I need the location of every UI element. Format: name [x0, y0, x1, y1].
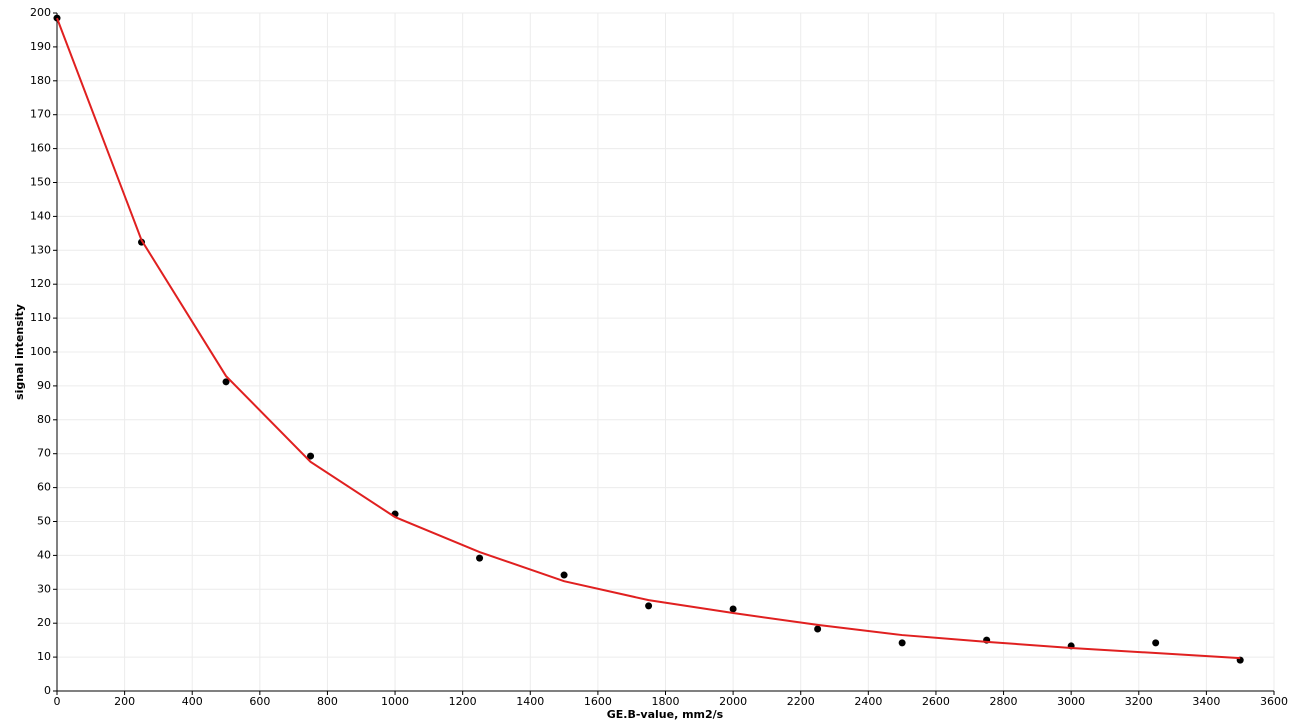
x-tick-label: 0: [54, 695, 61, 708]
fit-line: [56, 17, 1241, 660]
y-tick-label: 200: [30, 6, 51, 19]
y-tick-label: 180: [30, 74, 51, 87]
y-tick-label: 90: [37, 379, 51, 392]
data-point: [814, 625, 822, 633]
x-tick-label: 1800: [652, 695, 680, 708]
y-tick-label: 140: [30, 209, 51, 222]
y-tick-label: 160: [30, 142, 51, 155]
data-point: [898, 639, 906, 647]
y-tick-label: 60: [37, 481, 51, 494]
y-tick-label: 70: [37, 447, 51, 460]
x-tick-label: 1400: [516, 695, 544, 708]
x-tick-label: 2400: [854, 695, 882, 708]
x-tick-label: 1600: [584, 695, 612, 708]
data-point: [1152, 639, 1160, 647]
x-tick-label: 1000: [381, 695, 409, 708]
y-tick-label: 50: [37, 515, 51, 528]
data-point: [222, 378, 230, 386]
x-tick-label: 3600: [1260, 695, 1288, 708]
y-tick-label: 80: [37, 413, 51, 426]
x-tick-label: 1200: [449, 695, 477, 708]
y-axis-title: signal intensity: [13, 304, 26, 400]
x-axis-title: GE.B-value, mm2/s: [607, 708, 724, 721]
x-tick-label: 200: [114, 695, 135, 708]
x-tick-label: 3400: [1192, 695, 1220, 708]
data-point: [645, 602, 653, 610]
y-tick-label: 40: [37, 548, 51, 561]
y-tick-label: 130: [30, 243, 51, 256]
y-tick-label: 120: [30, 277, 51, 290]
data-point: [560, 571, 568, 579]
data-point: [476, 554, 484, 562]
y-tick-label: 150: [30, 176, 51, 189]
y-tick-label: 20: [37, 616, 51, 629]
y-tick-label: 100: [30, 345, 51, 358]
data-point: [307, 452, 315, 460]
x-tick-label: 800: [317, 695, 338, 708]
x-tick-label: 2000: [719, 695, 747, 708]
y-tick-label: 0: [44, 684, 51, 697]
y-tick-label: 30: [37, 582, 51, 595]
y-tick-label: 110: [30, 311, 51, 324]
x-tick-label: 400: [182, 695, 203, 708]
x-tick-label: 2200: [787, 695, 815, 708]
x-tick-label: 3000: [1057, 695, 1085, 708]
x-tick-label: 2600: [922, 695, 950, 708]
y-tick-label: 170: [30, 108, 51, 121]
x-tick-label: 3200: [1125, 695, 1153, 708]
y-tick-label: 190: [30, 40, 51, 53]
y-tick-label: 10: [37, 650, 51, 663]
x-tick-label: 600: [249, 695, 270, 708]
data-point: [729, 605, 737, 613]
x-tick-label: 2800: [990, 695, 1018, 708]
